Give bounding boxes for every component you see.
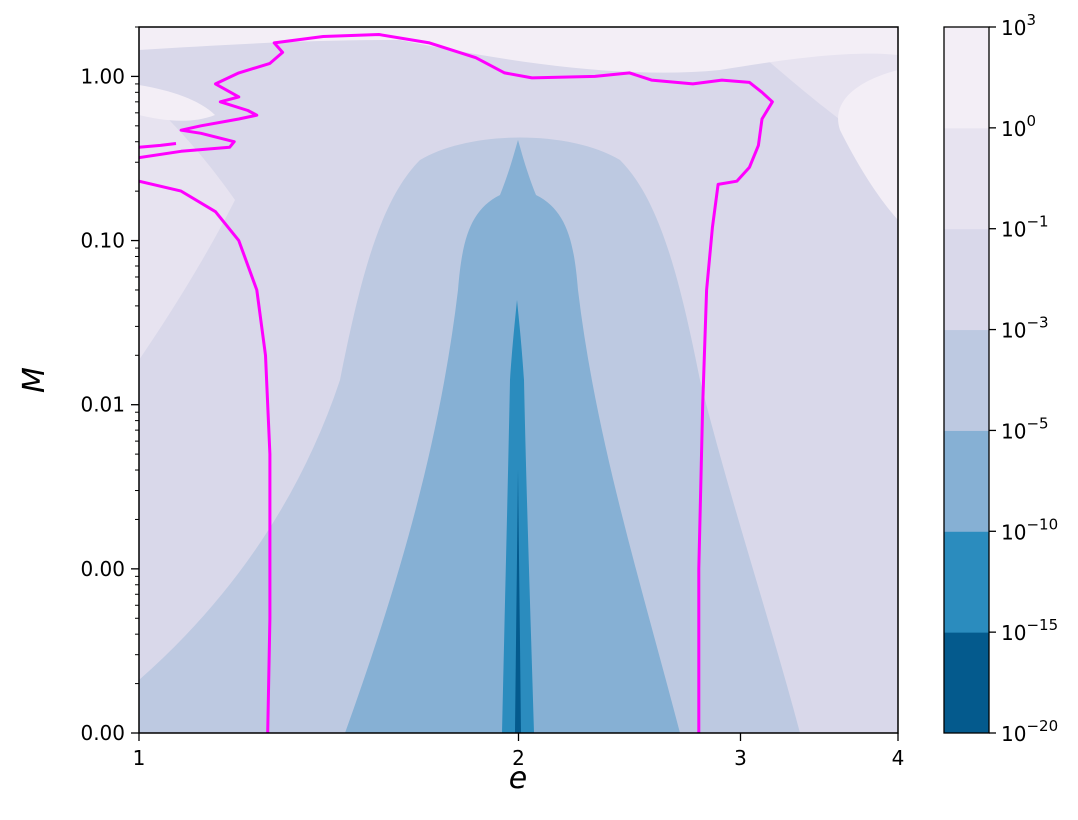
colorbar-segment bbox=[944, 632, 989, 734]
y-tick-label: 0.01 bbox=[80, 393, 125, 417]
x-tick-label: 2 bbox=[512, 746, 525, 770]
colorbar-tick-label: 100 bbox=[1001, 112, 1036, 141]
colorbar-segment bbox=[944, 531, 989, 633]
colorbar-tick-label: 10−1 bbox=[1001, 213, 1049, 242]
y-tick-label: 0.00 bbox=[80, 721, 125, 745]
colorbar: 10−20 10−15 10−10 10−5 10−3 10−1 100 103 bbox=[943, 11, 1058, 746]
boundary-line-2 bbox=[139, 33, 774, 733]
y-tick-label: 0.10 bbox=[80, 229, 125, 253]
colorbar-segment bbox=[944, 127, 989, 230]
plot-area bbox=[139, 27, 898, 733]
boundary-line-3 bbox=[139, 142, 177, 149]
colorbar-tick-label: 10−20 bbox=[1001, 717, 1058, 746]
colorbar-frame bbox=[943, 26, 990, 734]
contour-region-left-pale bbox=[139, 85, 215, 121]
colorbar-segment bbox=[944, 329, 989, 431]
colorbar-tick-label: 10−15 bbox=[1001, 616, 1058, 645]
y-tick-label: 0.00 bbox=[80, 557, 125, 581]
x-axis-title: e bbox=[509, 761, 527, 796]
colorbar-segment bbox=[944, 228, 989, 331]
y-minor-ticks bbox=[135, 26, 139, 685]
x-tick-label: 3 bbox=[734, 746, 747, 770]
colorbar-tick-label: 10−3 bbox=[1001, 314, 1049, 343]
contour-region-below-1e-15 bbox=[515, 470, 521, 733]
colorbar-tick-label: 10−5 bbox=[1001, 414, 1049, 443]
y-axis: 1.00 0.10 0.01 0.00 0.00 bbox=[80, 64, 139, 745]
colorbar-tick-label: 103 bbox=[1001, 11, 1036, 40]
colorbar-segment bbox=[944, 27, 989, 129]
colorbar-segment bbox=[944, 430, 989, 532]
x-tick-label: 4 bbox=[892, 746, 905, 770]
boundary-lines bbox=[139, 33, 774, 733]
x-axis: 1 2 3 4 bbox=[133, 733, 905, 770]
colorbar-tick-label: 10−10 bbox=[1001, 515, 1058, 544]
y-tick-label: 1.00 bbox=[80, 64, 125, 88]
y-axis-title: M bbox=[17, 367, 52, 393]
contour-region-right-edge-pale bbox=[838, 70, 898, 220]
contour-region-top-pale bbox=[139, 27, 898, 73]
boundary-line-1 bbox=[139, 179, 272, 733]
x-tick-label: 1 bbox=[133, 746, 146, 770]
